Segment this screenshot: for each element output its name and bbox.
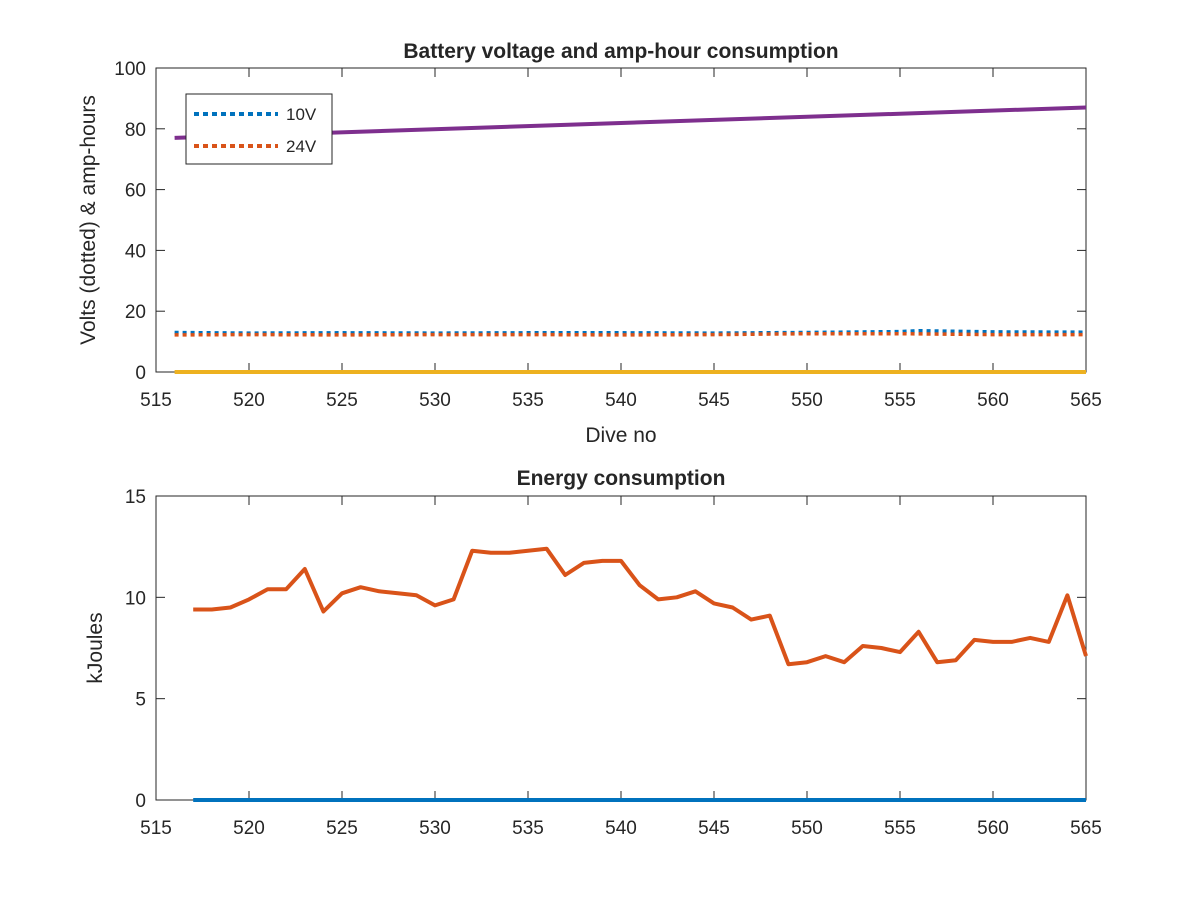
- y-tick-label: 15: [125, 487, 146, 508]
- plot-area: [155, 495, 1087, 801]
- x-tick-label: 525: [326, 390, 358, 411]
- x-tick-label: 565: [1070, 390, 1102, 411]
- energy-chart: 515 520 525 530 535 540 545 550 555 560 565 0 5 10 15 E…: [84, 467, 1102, 839]
- y-tick-label: 40: [125, 241, 146, 262]
- x-tick-label: 560: [977, 818, 1009, 839]
- legend-box: [185, 93, 333, 165]
- y-tick-label: 0: [135, 791, 146, 812]
- y-tick-label: 10: [125, 588, 146, 609]
- series-line-1: [174, 331, 1086, 337]
- legend-label: 24V: [286, 137, 317, 156]
- y-tick-label: 100: [114, 59, 146, 80]
- x-tick-label: 555: [884, 390, 916, 411]
- x-tick-label: 545: [698, 818, 730, 839]
- x-tick-label: 565: [1070, 818, 1102, 839]
- chart-title: Battery voltage and amp-hour consumption: [403, 40, 838, 63]
- y-tick-label: 20: [125, 302, 146, 323]
- y-axis-label: kJoules: [84, 612, 107, 683]
- series-line-1: [193, 546, 1088, 667]
- x-axis-label: Dive no: [585, 424, 656, 447]
- x-tick-label: 540: [605, 818, 637, 839]
- y-tick-label: 80: [125, 120, 146, 141]
- y-tick-label: 60: [125, 181, 146, 202]
- x-tick-label: 560: [977, 390, 1009, 411]
- x-tick-label: 515: [140, 818, 172, 839]
- legend-label: 10V: [286, 105, 317, 124]
- x-tick-label: 540: [605, 390, 637, 411]
- x-tick-label: 550: [791, 818, 823, 839]
- x-tick-label: 530: [419, 390, 451, 411]
- x-tick-label: 520: [233, 390, 265, 411]
- x-tick-label: 530: [419, 818, 451, 839]
- x-tick-label: 555: [884, 818, 916, 839]
- y-tick-label: 5: [135, 690, 146, 711]
- x-tick-label: 535: [512, 818, 544, 839]
- voltage-chart: 515 520 525 530 535 540 545 550 555 560 565 0 20 40 60…: [77, 40, 1102, 447]
- x-tick-label: 545: [698, 390, 730, 411]
- x-tick-label: 520: [233, 818, 265, 839]
- x-tick-label: 550: [791, 390, 823, 411]
- x-tick-label: 515: [140, 390, 172, 411]
- x-tick-label: 525: [326, 818, 358, 839]
- x-tick-label: 535: [512, 390, 544, 411]
- y-tick-label: 0: [135, 363, 146, 384]
- y-axis-label: Volts (dotted) & amp-hours: [77, 95, 100, 345]
- chart-title: Energy consumption: [517, 467, 726, 490]
